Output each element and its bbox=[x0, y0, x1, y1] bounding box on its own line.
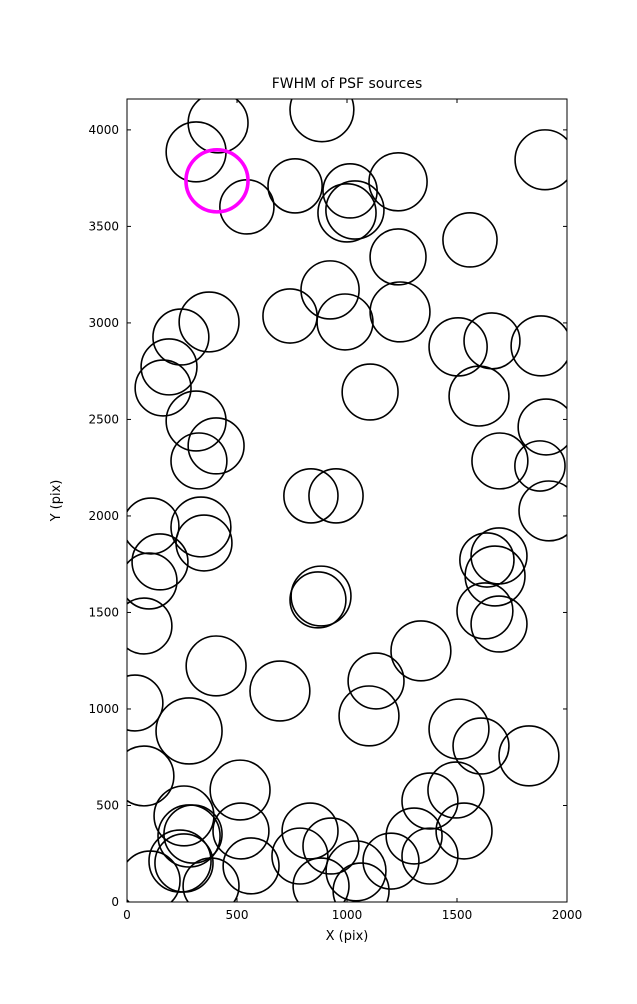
psf-circle bbox=[428, 317, 488, 377]
psf-circles-layer bbox=[127, 99, 567, 902]
psf-circle bbox=[362, 832, 420, 890]
psf-circle bbox=[347, 652, 405, 710]
psf-circle bbox=[471, 432, 529, 490]
psf-circle bbox=[127, 597, 173, 655]
psf-circle bbox=[127, 745, 175, 807]
psf-circle bbox=[131, 533, 189, 591]
psf-circle bbox=[127, 674, 164, 732]
psf-circle bbox=[341, 363, 399, 421]
psf-circle bbox=[152, 308, 210, 366]
psf-circle bbox=[498, 725, 560, 787]
x-tick-label: 1000 bbox=[332, 908, 363, 922]
y-axis-label: Y (pix) bbox=[49, 480, 64, 523]
psf-circle bbox=[510, 315, 567, 377]
psf-circle bbox=[302, 817, 360, 875]
psf-circle bbox=[401, 772, 459, 830]
x-tick-label: 500 bbox=[226, 908, 249, 922]
psf-circle bbox=[390, 620, 452, 682]
y-tick-label: 1500 bbox=[88, 605, 119, 619]
psf-circle bbox=[517, 398, 567, 456]
psf-circle bbox=[448, 365, 510, 427]
psf-circle bbox=[317, 183, 377, 243]
psf-circle bbox=[165, 390, 227, 452]
psf-circle bbox=[308, 468, 364, 524]
psf-circle bbox=[289, 571, 347, 629]
psf-circle bbox=[401, 827, 459, 885]
psf-circle bbox=[368, 151, 428, 212]
y-tick-label: 4000 bbox=[88, 123, 119, 137]
y-tick-label: 3500 bbox=[88, 219, 119, 233]
x-axis-label: X (pix) bbox=[326, 929, 369, 944]
psf-circle bbox=[127, 850, 181, 902]
psf-circle bbox=[249, 660, 311, 722]
x-tick-label: 2000 bbox=[552, 908, 583, 922]
psf-circle bbox=[470, 595, 528, 653]
psf-circle bbox=[332, 862, 390, 902]
psf-circle bbox=[456, 582, 514, 640]
psf-circle bbox=[325, 840, 387, 902]
psf-circle bbox=[182, 857, 240, 902]
psf-circle bbox=[212, 802, 270, 860]
y-tick-label: 1000 bbox=[88, 702, 119, 716]
y-tick-label: 500 bbox=[96, 798, 119, 812]
psf-circle bbox=[459, 532, 515, 588]
psf-circle bbox=[281, 802, 339, 860]
psf-circle bbox=[185, 635, 247, 697]
y-tick-label: 0 bbox=[111, 895, 119, 909]
psf-circle bbox=[187, 417, 245, 475]
psf-circle bbox=[271, 827, 329, 885]
psf-circle bbox=[385, 807, 443, 865]
psf-circle bbox=[262, 288, 318, 344]
x-tick-label: 1500 bbox=[442, 908, 473, 922]
psf-circle bbox=[140, 338, 198, 396]
psf-circle bbox=[127, 552, 178, 610]
chart-title: FWHM of PSF sources bbox=[272, 76, 423, 92]
psf-circle bbox=[127, 497, 180, 555]
psf-circle bbox=[134, 359, 192, 417]
psf-circle bbox=[452, 717, 510, 775]
psf-circle bbox=[435, 802, 493, 860]
psf-circle bbox=[170, 432, 228, 490]
psf-circle bbox=[442, 212, 498, 268]
psf-circle bbox=[222, 837, 280, 895]
psf-circle bbox=[369, 281, 431, 343]
psf-circle bbox=[175, 514, 233, 572]
psf-circle bbox=[292, 857, 350, 902]
y-tick-label: 3000 bbox=[88, 316, 119, 330]
plot-background bbox=[127, 99, 567, 902]
psf-circle bbox=[369, 228, 427, 286]
psf-circle bbox=[209, 759, 271, 821]
psf-circle bbox=[427, 761, 485, 819]
x-tick-label: 0 bbox=[123, 908, 131, 922]
highlighted-psf-circle bbox=[184, 148, 250, 214]
y-tick-label: 2000 bbox=[88, 509, 119, 523]
psf-circle bbox=[518, 480, 567, 542]
y-tick-label: 2500 bbox=[88, 412, 119, 426]
psf-circle bbox=[514, 129, 567, 191]
psf-circle bbox=[514, 440, 566, 492]
psf-circle bbox=[325, 180, 385, 240]
psf-circle bbox=[155, 697, 223, 765]
psf-circle bbox=[338, 685, 400, 747]
psf-circle bbox=[283, 468, 339, 524]
psf-circle bbox=[267, 158, 323, 214]
psf-circle bbox=[170, 496, 232, 558]
psf-circle bbox=[289, 99, 355, 143]
psf-circle bbox=[290, 565, 352, 627]
psf-circle bbox=[178, 291, 240, 353]
psf-circle bbox=[300, 260, 360, 320]
psf-circle bbox=[428, 698, 490, 760]
psf-circle bbox=[153, 785, 215, 847]
